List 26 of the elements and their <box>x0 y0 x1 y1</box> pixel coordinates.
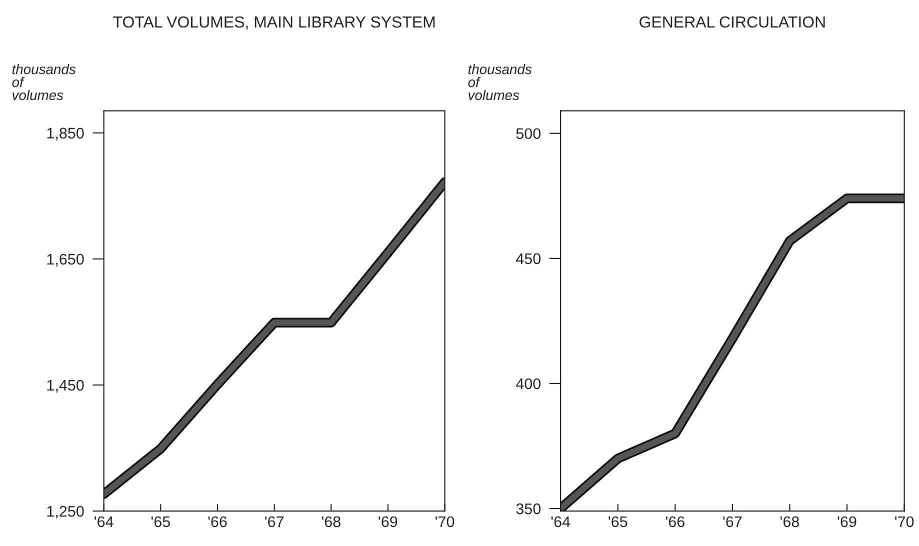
x-tick-label: '66 <box>208 516 227 528</box>
y-tick-label: 350 <box>516 503 541 514</box>
x-tick-label: '66 <box>666 516 684 528</box>
y-tick-label: 450 <box>516 253 541 264</box>
y-tick-label: 1,250 <box>47 506 84 519</box>
x-tick-label: '68 <box>322 516 340 528</box>
x-tick-label: '64 <box>551 516 570 528</box>
x-tick-label: '70 <box>895 516 914 528</box>
y-tick-label: 400 <box>516 378 541 390</box>
y-tick-label: 1,850 <box>47 128 84 140</box>
y-tick-label: 1,450 <box>47 380 84 392</box>
x-tick-label: '65 <box>151 516 170 528</box>
y-tick-label: 500 <box>516 128 541 140</box>
x-tick-label: '69 <box>378 516 398 528</box>
x-tick-label: '67 <box>265 516 284 528</box>
chart-title: GENERAL CIRCULATION <box>640 16 825 28</box>
x-tick-label: '64 <box>94 516 114 528</box>
y-axis-title: thousands of volumes <box>12 64 76 100</box>
x-tick-label: '67 <box>723 516 742 528</box>
y-tick-label: 1,650 <box>47 254 84 266</box>
x-tick-label: '69 <box>838 516 856 528</box>
y-axis-title: thousands of volumes <box>468 64 532 100</box>
chart-title: TOTAL VOLUMES, MAIN LIBRARY SYSTEM <box>113 16 435 30</box>
x-tick-label: '70 <box>436 516 454 528</box>
x-tick-label: '65 <box>608 516 628 528</box>
x-tick-label: '68 <box>780 516 800 528</box>
